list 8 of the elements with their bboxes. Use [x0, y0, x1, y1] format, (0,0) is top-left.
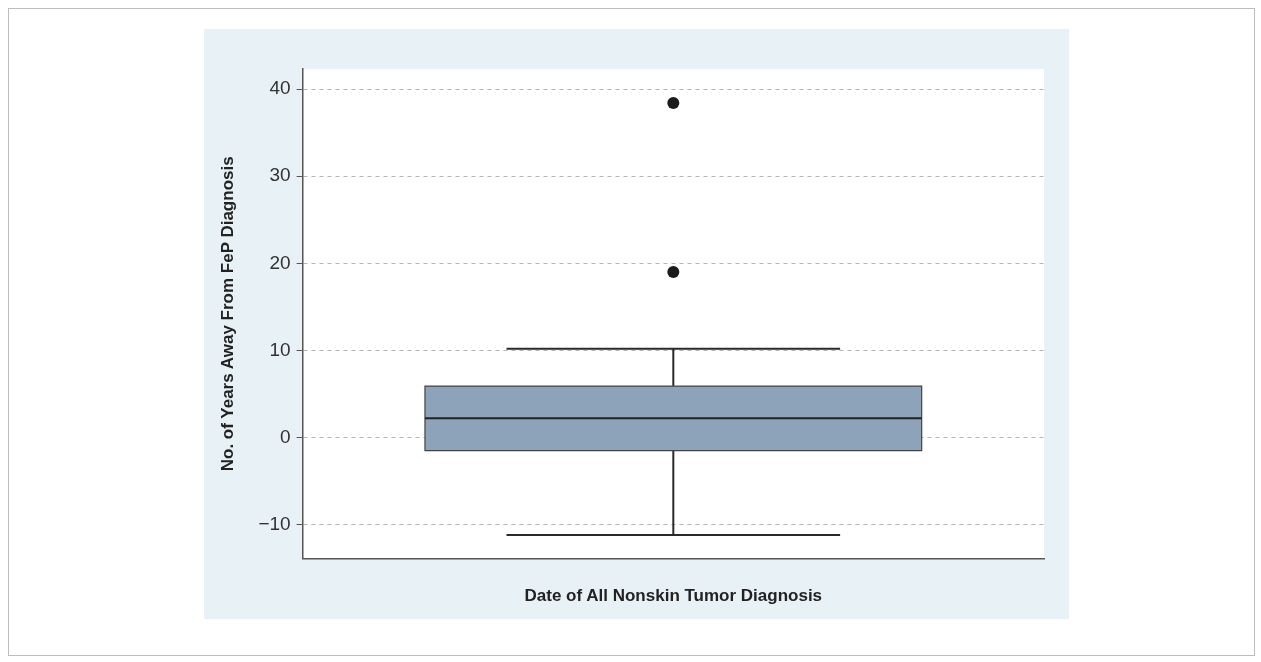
- y-tick-label: 20: [269, 251, 291, 273]
- y-tick-label: 30: [269, 164, 291, 186]
- y-tick-label: 40: [269, 77, 291, 99]
- y-tick-label: 10: [269, 338, 291, 360]
- y-tick-label: −10: [258, 512, 291, 534]
- x-axis-title: Date of All Nonskin Tumor Diagnosis: [524, 586, 823, 606]
- y-tick-label: 0: [280, 425, 291, 447]
- y-axis-title: No. of Years Away From FeP Diagnosis: [217, 156, 237, 472]
